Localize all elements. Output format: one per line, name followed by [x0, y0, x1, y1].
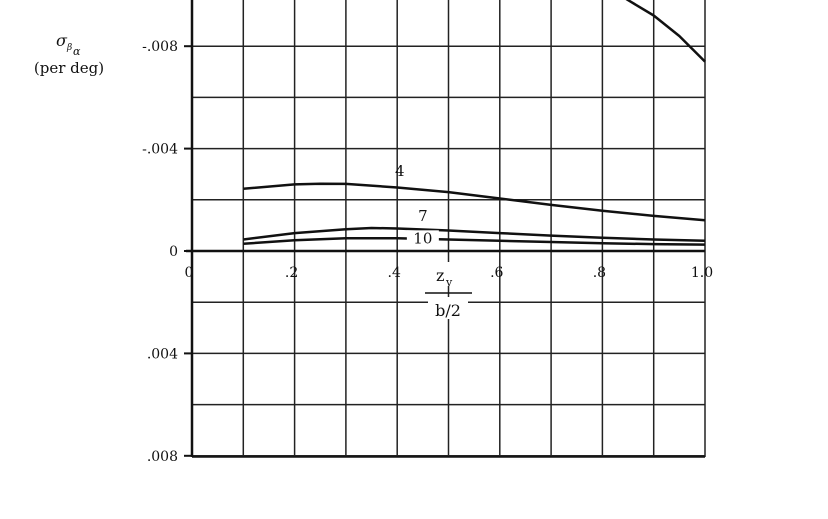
y-tick-label: -.008 — [142, 39, 178, 55]
series-line-10 — [243, 236, 706, 246]
x-tick-label: .2 — [285, 265, 298, 281]
x-tick-label: 1.0 — [691, 265, 713, 281]
y-axis-units: (per deg) — [34, 59, 104, 77]
y-tick-label: 0 — [169, 244, 178, 260]
y-tick-label: .004 — [147, 346, 178, 362]
x-tick-label: .6 — [490, 265, 503, 281]
y-tick-label: -.004 — [142, 142, 178, 158]
y-axis-subscript-2: α — [73, 45, 81, 58]
series-label-background — [406, 230, 439, 246]
x-tick-label: .8 — [593, 265, 606, 281]
x-label-denominator-background — [428, 297, 468, 319]
x-axis-denominator: b/2 — [435, 301, 461, 320]
series-line-4 — [243, 182, 706, 222]
y-axis-subscript-1: β — [66, 43, 72, 53]
series-labels: 4 7 10 — [395, 162, 439, 247]
series-line-top — [625, 0, 706, 63]
grid — [191, 0, 706, 457]
x-axis-numerator-sub: v — [445, 276, 453, 289]
x-tick-label: .4 — [388, 265, 401, 281]
y-tick-label: .008 — [147, 449, 178, 465]
series-label-7: 7 — [418, 207, 428, 225]
x-label-background — [430, 262, 460, 286]
series-label-4: 4 — [395, 162, 405, 180]
x-axis-numerator: z — [436, 266, 444, 285]
series-label-10: 10 — [413, 229, 432, 247]
x-tick-label: 0 — [185, 265, 194, 281]
tick-labels: 0 -.004 -.008 .004 .008 0 .2 .4 .6 .8 1.0 — [142, 39, 713, 465]
y-axis-symbol: σ — [56, 31, 68, 50]
series-lines — [243, 0, 706, 246]
axes — [184, 0, 705, 458]
series-line-7 — [243, 226, 706, 243]
